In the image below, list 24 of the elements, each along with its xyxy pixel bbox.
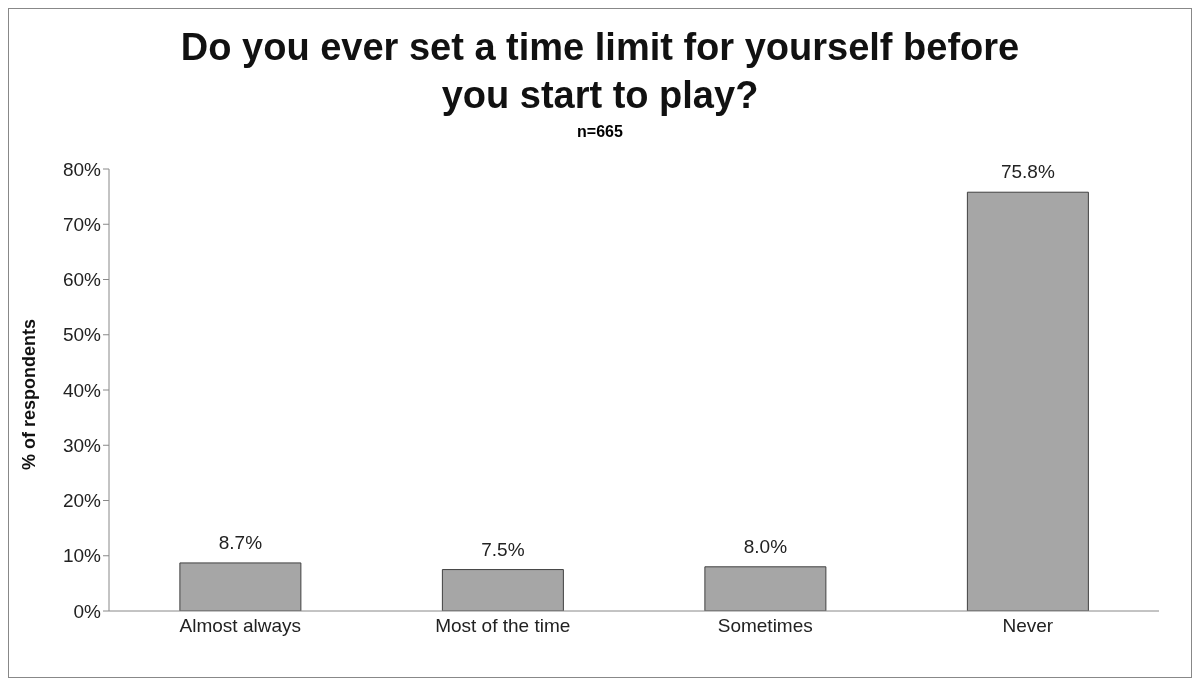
y-tick-label: 50%: [62, 324, 102, 346]
data-label: 75.8%: [1000, 161, 1055, 183]
data-label: 8.7%: [218, 531, 263, 553]
data-label: 7.5%: [481, 538, 525, 560]
bar: [704, 566, 827, 611]
y-tick-label: 40%: [62, 379, 102, 401]
y-tick-label: 70%: [62, 213, 102, 235]
y-tick-label: 30%: [62, 434, 102, 456]
data-label: 8.0%: [743, 535, 788, 557]
y-axis-title: % of respondents: [19, 318, 40, 470]
y-tick-label: 20%: [62, 490, 102, 512]
x-tick-label: Almost always: [179, 615, 301, 637]
x-tick-label: Most of the time: [435, 615, 571, 637]
x-tick-label: Never: [1002, 615, 1054, 637]
x-tick-label: Sometimes: [717, 615, 813, 637]
chart-title: Do you ever set a time limit for yourself before you start to play?: [179, 25, 1021, 118]
y-tick-label: 10%: [62, 545, 102, 567]
y-tick-label: 80%: [62, 158, 102, 180]
chart-subtitle: n=665: [576, 123, 624, 141]
bar: [179, 562, 302, 611]
y-tick-label: 60%: [62, 269, 102, 291]
bar: [441, 569, 564, 611]
bar: [966, 191, 1089, 611]
y-tick-label: 0%: [73, 600, 102, 622]
